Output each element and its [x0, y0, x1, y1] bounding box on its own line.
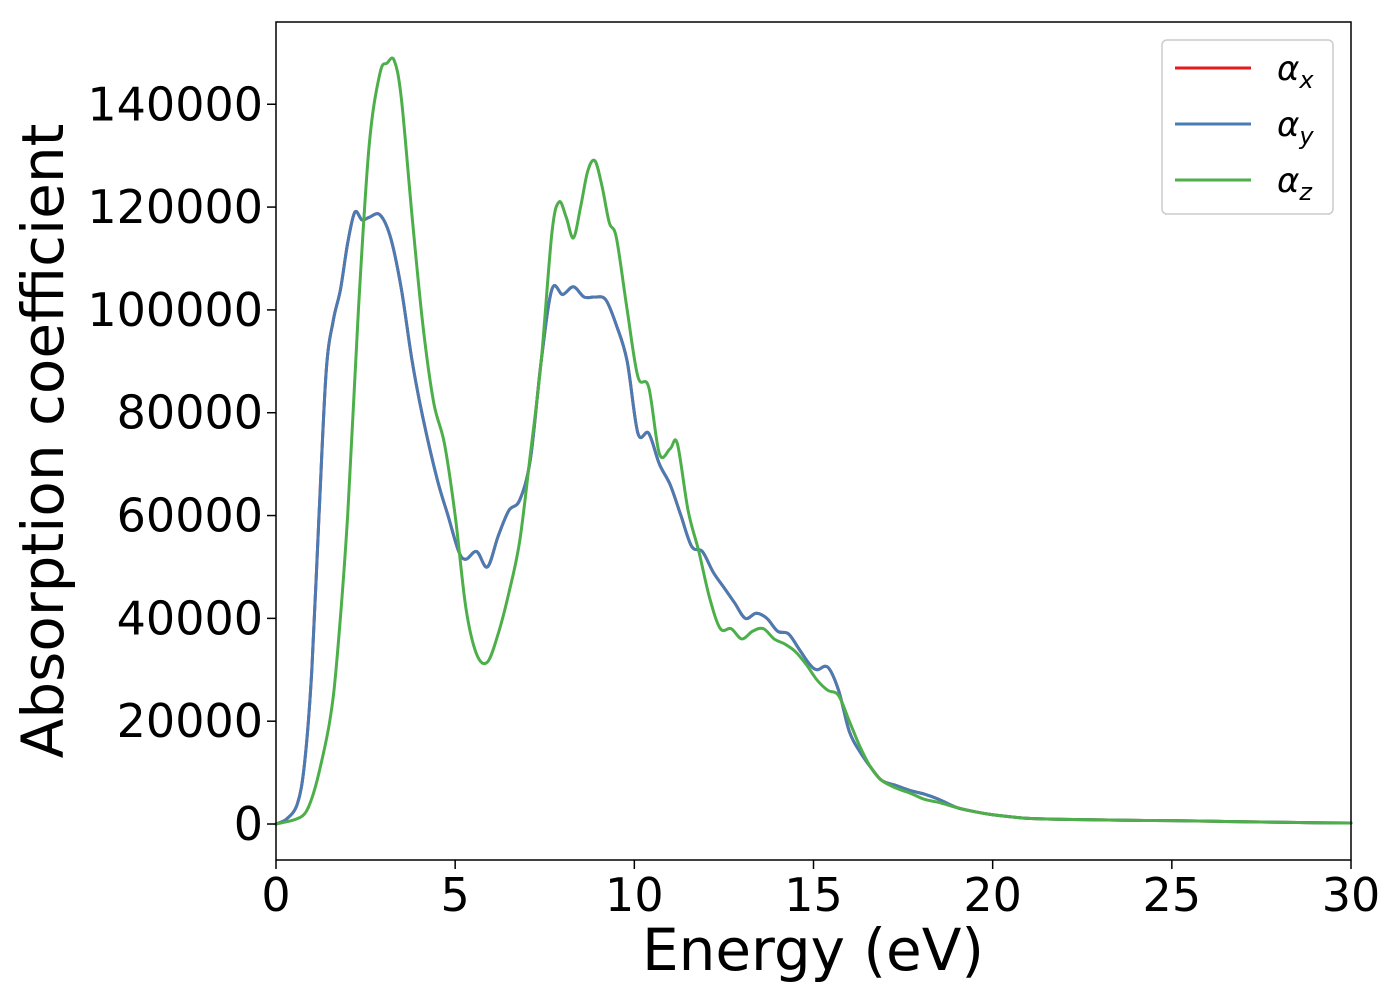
- series-line-z: [274, 56, 1353, 826]
- y-tick-label: 100000: [87, 283, 263, 337]
- y-axis: 0 20000 40000 60000 80000 100000 120000 140000: [87, 77, 276, 851]
- x-tick-label: 5: [441, 868, 470, 922]
- x-tick-label: 30: [1322, 868, 1381, 922]
- y-tick-label: 0: [234, 797, 263, 851]
- x-tick-label: 10: [605, 868, 664, 922]
- y-tick-label: 40000: [117, 591, 263, 645]
- x-tick-label: 20: [963, 868, 1022, 922]
- x-tick-label: 15: [784, 868, 843, 922]
- x-tick-label: 25: [1143, 868, 1202, 922]
- y-tick-label: 80000: [117, 386, 263, 440]
- y-tick-label: 140000: [87, 77, 263, 131]
- x-axis: 0 5 10 15 20 25 30: [261, 860, 1380, 922]
- legend-label-y: αy: [1277, 105, 1314, 150]
- legend-label-z: αz: [1277, 161, 1313, 206]
- legend-label-x: αx: [1277, 49, 1314, 94]
- y-tick-label: 60000: [117, 489, 263, 543]
- y-axis-title: Absorption coefficient: [9, 124, 77, 759]
- y-tick-label: 120000: [87, 180, 263, 234]
- legend-box: [1161, 39, 1334, 215]
- legend: αx αy αz: [1161, 39, 1334, 215]
- x-tick-label: 0: [261, 868, 290, 922]
- x-axis-title: Energy (eV): [642, 916, 984, 984]
- series-layer: [274, 56, 1353, 826]
- y-tick-label: 20000: [117, 694, 263, 748]
